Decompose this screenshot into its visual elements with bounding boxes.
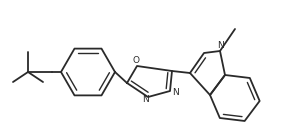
Text: O: O	[132, 56, 139, 65]
Text: N: N	[217, 40, 223, 49]
Text: N: N	[171, 87, 178, 96]
Text: N: N	[142, 95, 148, 104]
